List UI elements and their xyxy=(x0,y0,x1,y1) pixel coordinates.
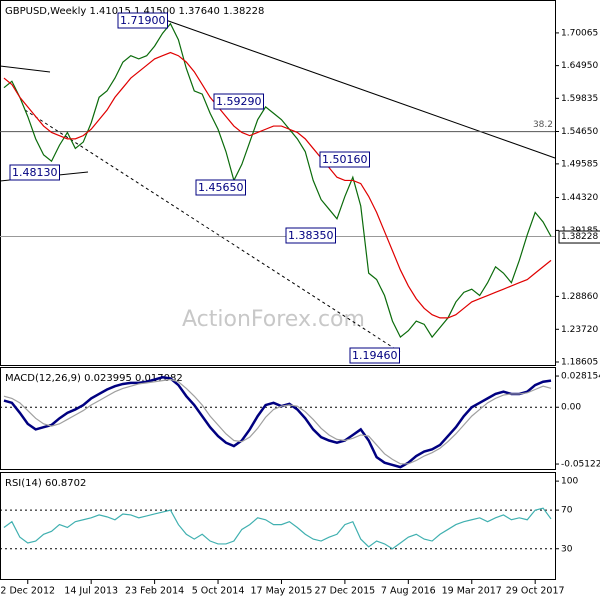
series-line xyxy=(3,22,552,339)
y-tick-label: 100 xyxy=(561,477,578,487)
panel-title: RSI(14) 60.8702 xyxy=(5,478,86,489)
y-tick-label: 1.59835 xyxy=(561,94,598,104)
x-tick-label: 23 Feb 2014 xyxy=(125,586,184,597)
current-price-label: 1.38228 xyxy=(561,232,598,242)
panel-title: MACD(12,26,9) 0.023995 0.017082 xyxy=(5,373,183,384)
series-line xyxy=(3,378,552,465)
price-annotation: 1.48130 xyxy=(12,166,58,179)
y-tick-label: 0.028154 xyxy=(561,372,600,382)
label-box xyxy=(319,151,370,168)
price-annotation: 1.38350 xyxy=(288,229,334,242)
y-tick-label: 1.64950 xyxy=(561,61,598,71)
series-line xyxy=(3,51,552,319)
x-tick-label: 27 Dec 2015 xyxy=(315,586,376,597)
x-tick-label: 19 Mar 2017 xyxy=(442,586,502,597)
price-panel xyxy=(0,0,556,366)
y-tick-label: 1.18605 xyxy=(561,358,598,368)
price-annotation: 1.71900 xyxy=(120,14,166,27)
label-box xyxy=(349,347,400,364)
x-tick-label: 7 Aug 2016 xyxy=(381,586,436,597)
y-tick-label: 0.00 xyxy=(561,403,581,413)
fib-label: 38.2 xyxy=(533,120,553,130)
price-annotation: 1.59290 xyxy=(216,95,262,108)
trendline xyxy=(0,65,51,73)
y-tick-label: 1.49585 xyxy=(561,159,598,169)
series-line xyxy=(3,376,552,469)
price-annotation: 1.19460 xyxy=(352,349,398,362)
label-box xyxy=(213,93,264,110)
x-tick-label: 29 Oct 2017 xyxy=(506,586,565,597)
series-line xyxy=(3,507,552,550)
trendline xyxy=(159,17,556,159)
x-tick-label: 14 Jul 2013 xyxy=(64,586,118,597)
x-tick-label: 2 Dec 2012 xyxy=(0,586,55,597)
label-box xyxy=(9,164,60,181)
y-tick-label: 1.28860 xyxy=(561,292,598,302)
label-box xyxy=(117,12,168,29)
y-tick-label: 1.23720 xyxy=(561,325,598,335)
price-annotation: 1.50160 xyxy=(322,153,368,166)
price-annotation: 1.45650 xyxy=(198,181,244,194)
label-box xyxy=(558,230,600,244)
y-tick-label: 1.44320 xyxy=(561,193,598,203)
y-tick-label: 70 xyxy=(561,506,573,516)
y-tick-label: 30 xyxy=(561,544,573,554)
x-tick-label: 5 Oct 2014 xyxy=(192,586,245,597)
trendline xyxy=(24,109,401,353)
watermark: ActionForex.com xyxy=(182,307,365,332)
macd-panel xyxy=(0,367,556,470)
y-tick-label: 1.54650 xyxy=(561,127,598,137)
y-tick-label: 1.70065 xyxy=(561,28,598,38)
label-box xyxy=(285,227,336,244)
x-tick-label: 17 May 2015 xyxy=(250,586,312,597)
y-tick-label: -0.051226 xyxy=(561,460,600,470)
rsi-panel xyxy=(0,472,556,580)
panel-title: GBPUSD,Weekly 1.41015 1.41500 1.37640 1.… xyxy=(5,6,264,17)
label-box xyxy=(195,179,246,196)
